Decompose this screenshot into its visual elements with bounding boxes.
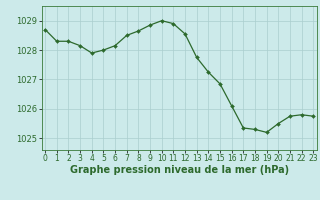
X-axis label: Graphe pression niveau de la mer (hPa): Graphe pression niveau de la mer (hPa) [70, 165, 289, 175]
